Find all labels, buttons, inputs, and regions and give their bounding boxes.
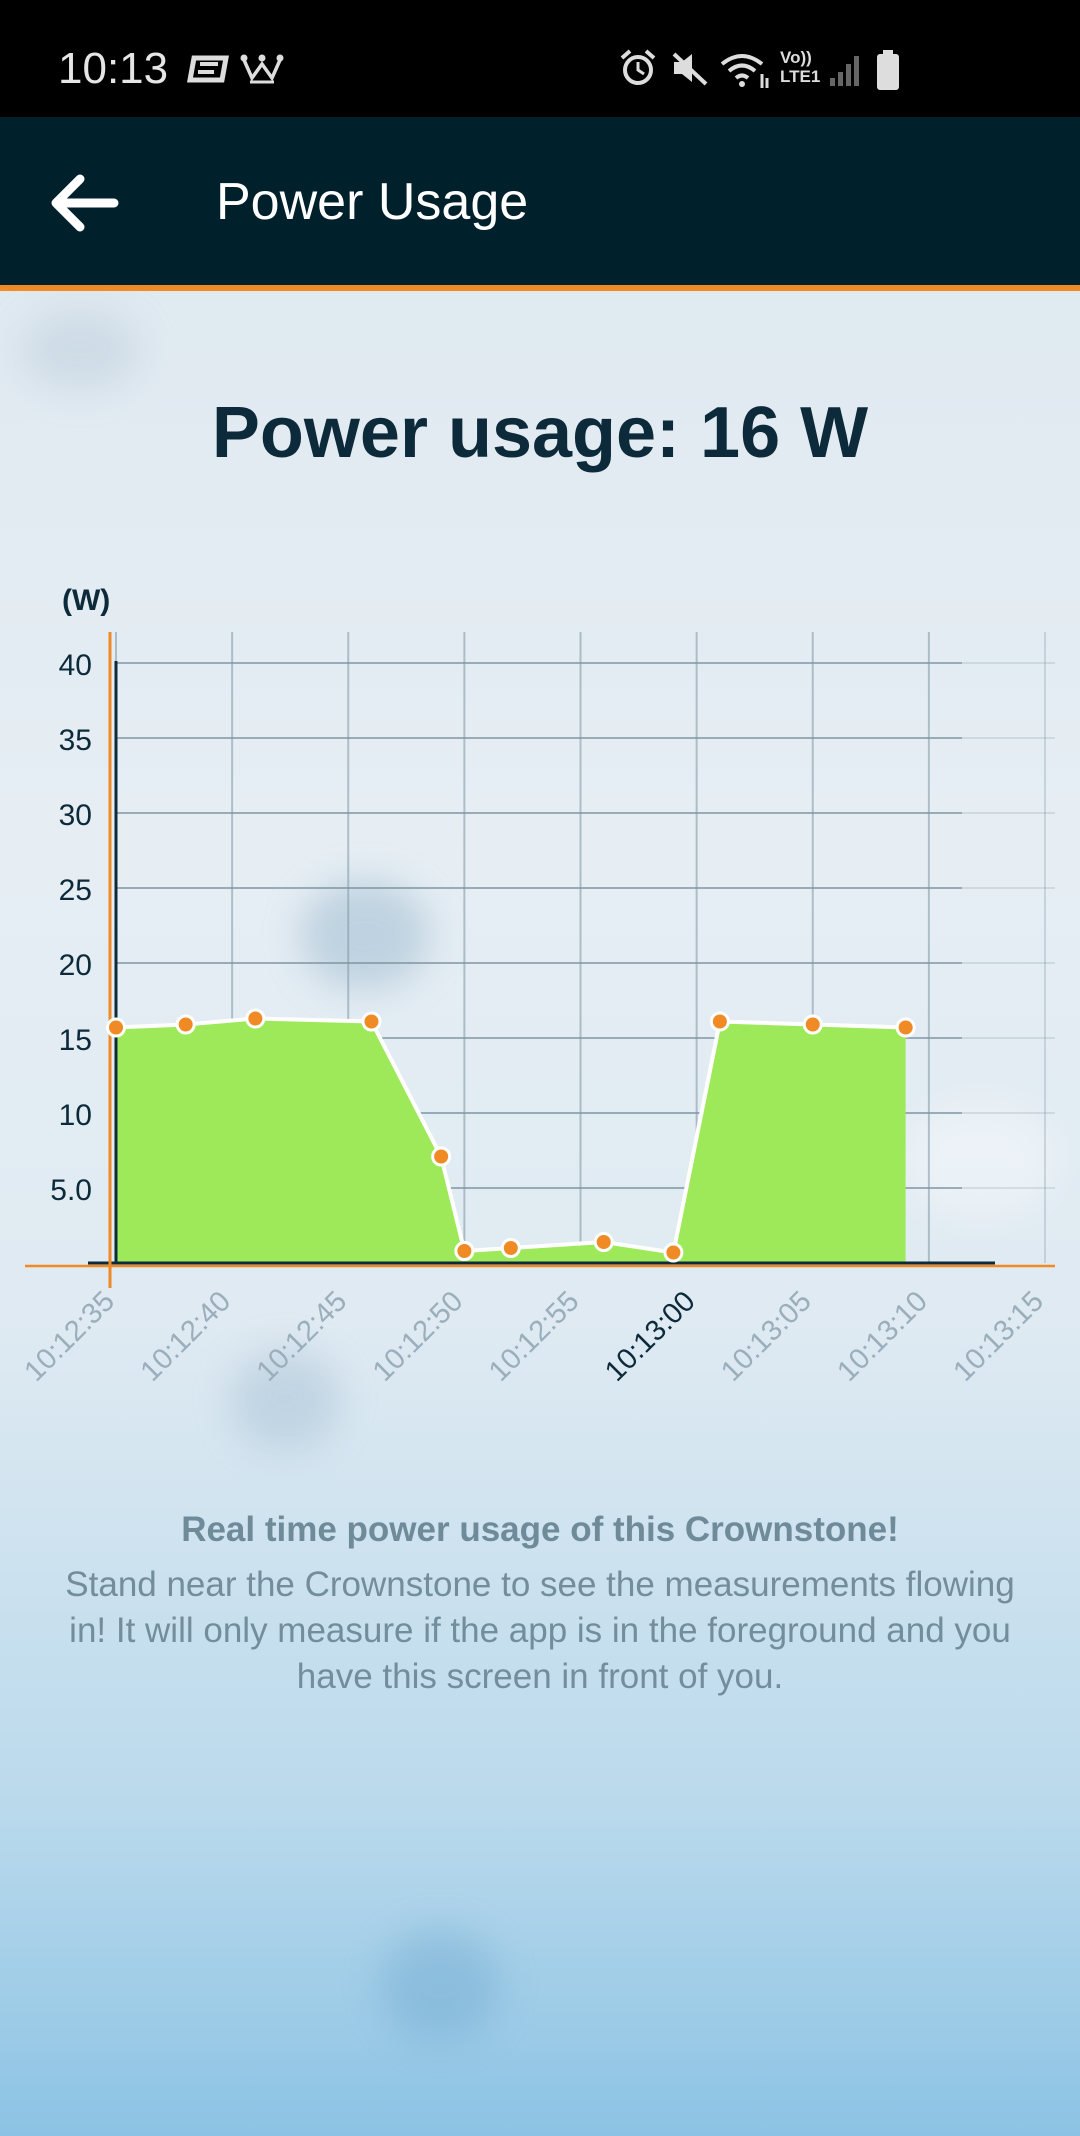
mute-icon	[672, 52, 708, 86]
lte-label: LTE1	[780, 67, 821, 86]
status-time: 10:13	[58, 44, 169, 93]
description-title: Real time power usage of this Crownstone…	[181, 1510, 899, 1549]
wifi-icon	[720, 54, 769, 88]
alarm-icon	[620, 49, 656, 85]
y-tick-label: 30	[59, 799, 92, 832]
volte-label: Vo))	[780, 48, 812, 67]
y-tick-label: 10	[59, 1099, 92, 1132]
data-point	[802, 1014, 823, 1035]
description-body: Stand near the Crownstone to see the mea…	[65, 1565, 1015, 1696]
data-point	[663, 1242, 684, 1263]
data-point	[431, 1146, 452, 1167]
data-point	[593, 1232, 614, 1252]
y-tick-label: 35	[59, 724, 92, 757]
data-point	[500, 1238, 521, 1258]
data-point	[175, 1014, 196, 1035]
x-tick-label: 10:12:45	[251, 1285, 353, 1387]
notification-app-icon	[187, 55, 229, 83]
x-tick-label: 10:13:15	[947, 1285, 1049, 1387]
signal-icon	[830, 56, 859, 86]
data-point	[245, 1008, 266, 1029]
app-title: Power Usage	[216, 173, 529, 231]
chart-area-series	[115, 1016, 906, 1263]
data-point	[895, 1017, 916, 1038]
y-axis-unit-label: (W)	[62, 584, 110, 617]
back-button[interactable]	[44, 162, 126, 244]
battery-icon	[877, 50, 899, 90]
power-usage-chart: 5.0 10 15 20 25 30 35 40 10:12:35 10:12:40 10:12:4…	[18, 584, 1055, 1388]
arrow-left-icon	[51, 174, 119, 232]
series-area-fill	[116, 1018, 906, 1263]
y-tick-label: 25	[59, 874, 92, 907]
x-tick-label: 10:12:35	[18, 1285, 120, 1387]
power-usage-headline: Power usage: 16 W	[211, 393, 869, 473]
x-tick-label: 10:12:50	[367, 1285, 469, 1387]
crown-icon	[240, 54, 284, 84]
x-tick-label: 10:12:40	[135, 1285, 237, 1387]
y-tick-label: 20	[59, 949, 92, 982]
x-tick-label: 10:13:10	[831, 1285, 933, 1387]
data-point	[454, 1241, 475, 1261]
app-bar	[0, 117, 1080, 285]
chart-points	[106, 1008, 916, 1263]
x-tick-label: 10:13:05	[715, 1285, 817, 1387]
data-point	[106, 1017, 126, 1038]
series-line	[115, 1016, 906, 1255]
data-point	[709, 1011, 730, 1032]
network-type-label: Vo)) LTE1	[780, 48, 820, 86]
app-bar-accent-stripe	[0, 285, 1080, 291]
chart-axes	[25, 632, 1055, 1288]
x-tick-label: 10:13:00	[599, 1285, 701, 1387]
y-tick-label: 15	[59, 1024, 92, 1057]
y-tick-label: 40	[59, 649, 92, 682]
status-bar: 10:13 Vo)) LTE1	[0, 0, 1080, 117]
data-point	[361, 1011, 382, 1032]
y-tick-label: 5.0	[50, 1174, 92, 1207]
x-tick-label: 10:12:55	[483, 1285, 585, 1387]
